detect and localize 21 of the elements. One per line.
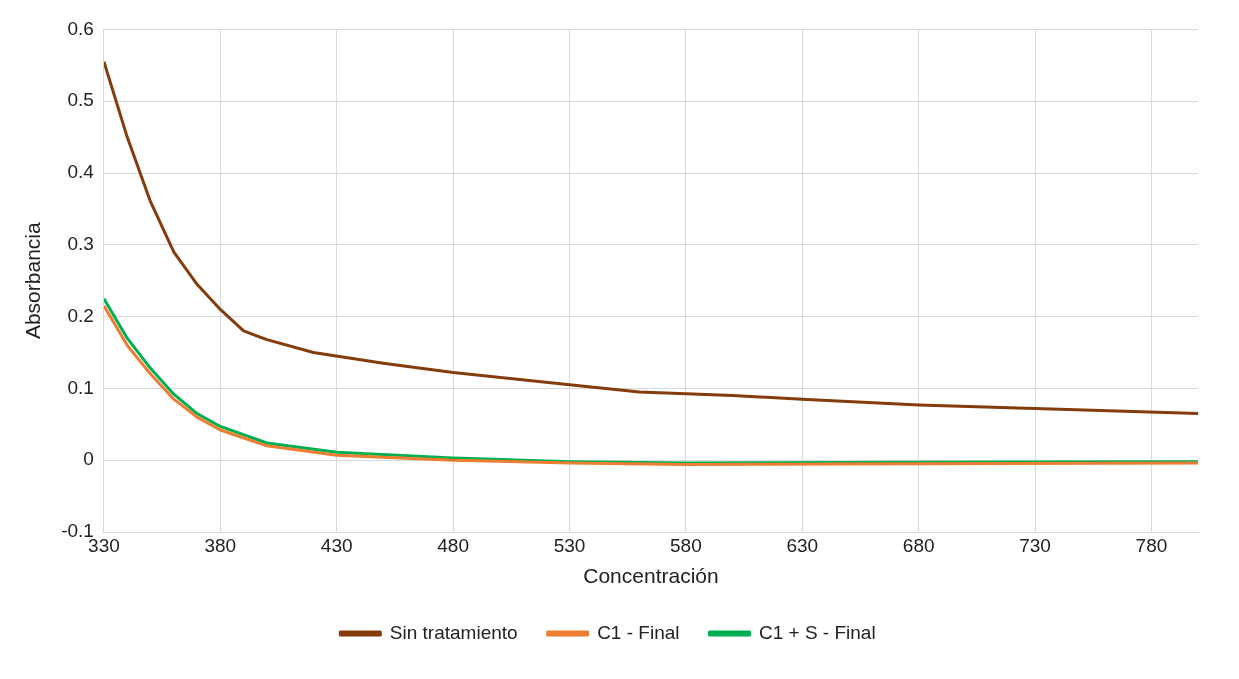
y-tick-label: 0.2 [67,304,94,326]
y-tick-label: 0.6 [67,17,94,39]
legend-label: C1 - Final [597,621,680,643]
y-tick-label: 0.3 [67,233,94,255]
y-axis-title: Absorbancia [21,222,45,340]
legend-label: C1 + S - Final [758,621,876,643]
x-tick-label: 530 [553,534,586,556]
x-axis-title: Concentración [583,564,719,588]
x-tick-label: 730 [1019,534,1051,556]
y-tick-label: 0.5 [67,89,94,111]
x-tick-label: 430 [320,534,353,556]
legend-label: Sin tratamiento [389,621,518,643]
x-tick-label: 680 [902,534,935,556]
y-tick-label: 0 [83,448,94,470]
x-tick-label: 580 [670,534,702,556]
x-tick-label: 630 [786,534,819,556]
x-tick-label: 380 [204,534,237,556]
y-tick-label: 0.1 [67,376,94,398]
y-tick-label: 0.4 [67,161,95,183]
x-tick-label: 780 [1135,534,1168,556]
x-tick-label: 480 [437,534,469,556]
